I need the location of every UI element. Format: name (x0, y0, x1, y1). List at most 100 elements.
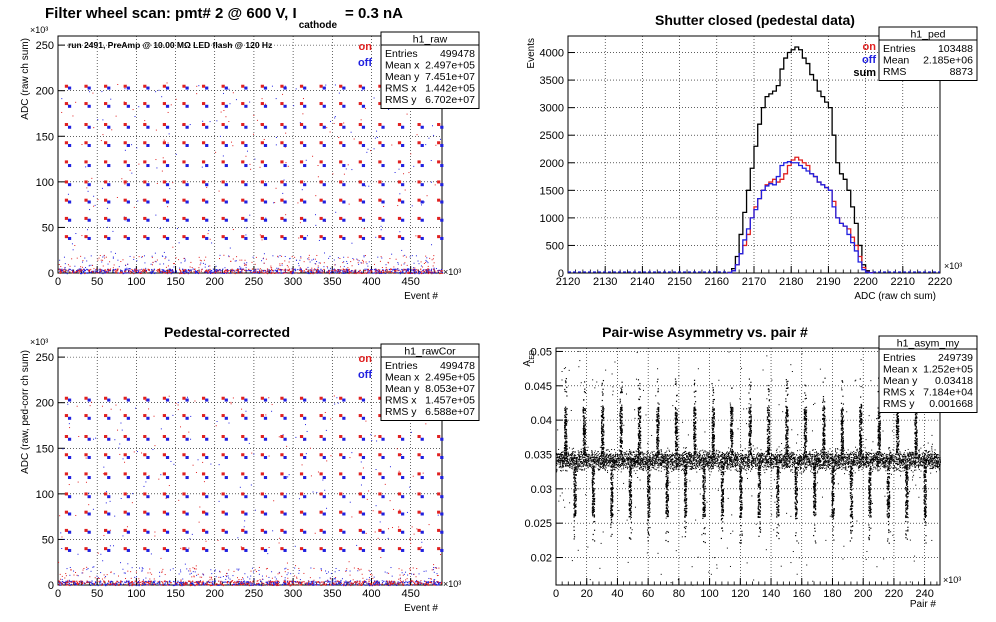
data-point-off (165, 125, 170, 129)
data-point (276, 267, 278, 269)
data-point (197, 270, 199, 272)
data-point (433, 581, 435, 583)
data-point (401, 249, 403, 251)
data-point (428, 272, 431, 274)
data-point (627, 466, 629, 468)
data-point-off (126, 104, 130, 108)
data-point (875, 456, 877, 458)
x-axis-label: Event # (404, 603, 438, 614)
data-point (234, 581, 236, 583)
data-point (619, 466, 621, 468)
data-point (154, 252, 156, 254)
data-point (385, 584, 387, 586)
data-point-on (417, 453, 421, 457)
data-point (410, 580, 412, 582)
data-point (330, 270, 333, 272)
stats-key: Mean x (385, 372, 420, 384)
data-point-on (260, 510, 264, 514)
data-point (256, 119, 258, 121)
data-point (427, 582, 429, 584)
data-point (243, 262, 245, 264)
data-point (311, 582, 314, 585)
data-point (713, 455, 715, 457)
data-point (413, 165, 415, 167)
data-point (61, 111, 63, 113)
data-point (207, 584, 209, 586)
data-point (334, 571, 336, 573)
data-point-off (263, 86, 268, 90)
data-point (397, 262, 399, 264)
data-point (82, 584, 84, 586)
data-point (671, 464, 673, 466)
data-point (329, 131, 331, 133)
data-point (110, 583, 112, 586)
data-point (381, 267, 383, 269)
data-point-on (104, 123, 108, 127)
data-point (59, 573, 61, 575)
data-point (110, 571, 112, 573)
data-point (96, 270, 98, 273)
data-point-off (303, 512, 307, 516)
data-point (648, 456, 650, 458)
data-point (136, 271, 138, 274)
data-point (387, 528, 389, 530)
data-point (291, 583, 293, 585)
data-point (104, 271, 106, 273)
data-point (838, 456, 840, 458)
data-point-off (146, 200, 150, 204)
data-point (63, 539, 65, 541)
data-point (323, 582, 325, 584)
data-point (933, 465, 935, 467)
data-point (358, 260, 360, 262)
data-point (405, 571, 407, 573)
data-point (439, 581, 441, 584)
data-point (249, 101, 251, 103)
data-point (584, 459, 586, 461)
data-point (95, 268, 98, 270)
data-point (120, 584, 122, 586)
data-point-off (322, 476, 326, 480)
data-point (585, 461, 587, 463)
data-point (402, 583, 404, 585)
data-point (185, 547, 187, 549)
data-point (76, 257, 78, 259)
data-point (207, 270, 209, 272)
data-point (337, 583, 339, 585)
data-point (69, 268, 71, 271)
data-point (163, 263, 165, 265)
data-point (120, 580, 122, 582)
data-point (61, 536, 63, 538)
data-point (225, 116, 227, 118)
data-point-off (440, 200, 444, 204)
data-point (140, 272, 143, 274)
data-point (85, 267, 87, 269)
data-point (151, 257, 153, 259)
data-point (189, 573, 191, 575)
data-point-off (342, 104, 346, 108)
data-point (317, 471, 319, 473)
data-point-on (143, 216, 147, 220)
data-point (257, 271, 260, 274)
data-point (124, 270, 126, 272)
data-point (138, 271, 140, 273)
data-point (617, 460, 619, 462)
data-point (390, 581, 392, 583)
data-point-off (185, 495, 189, 499)
data-point (300, 257, 302, 259)
data-point (58, 580, 60, 582)
data-point (207, 581, 209, 583)
data-point (350, 261, 352, 263)
data-point-off (440, 183, 444, 187)
data-point (649, 460, 651, 462)
data-point (388, 572, 390, 574)
data-point (276, 583, 278, 585)
data-point (384, 270, 386, 272)
data-point (99, 268, 101, 271)
data-point (404, 189, 406, 191)
data-point (59, 269, 61, 272)
data-point (155, 91, 157, 93)
data-point (138, 582, 140, 584)
data-point (126, 526, 128, 528)
data-point (388, 580, 391, 582)
data-point (295, 88, 297, 90)
